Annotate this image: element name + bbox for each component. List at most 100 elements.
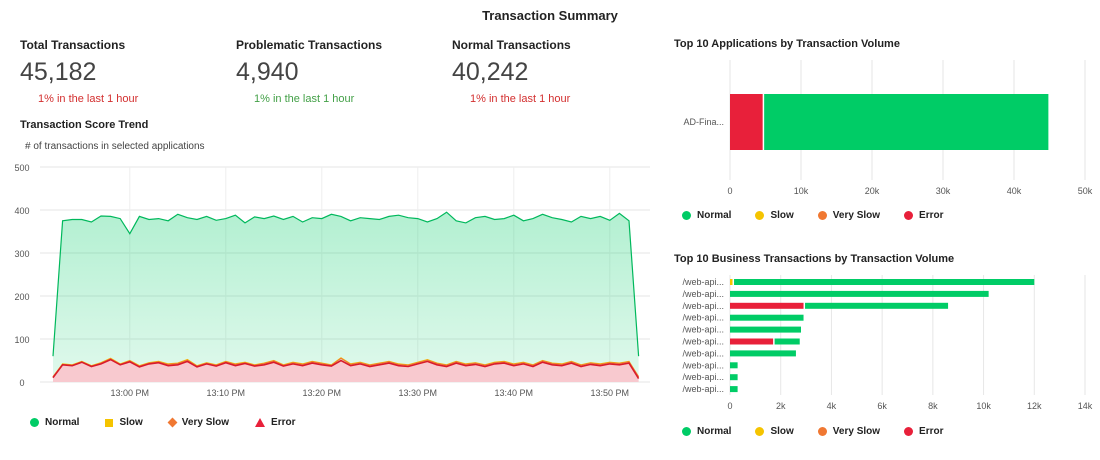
- bar-slow: [730, 279, 733, 285]
- circle-icon: [904, 427, 914, 436]
- legend-very-slow[interactable]: Very Slow: [817, 210, 881, 221]
- x-tick-label: 6k: [877, 401, 887, 411]
- legend-error[interactable]: Error: [255, 417, 296, 428]
- category-label: /web-api...: [682, 301, 724, 311]
- x-tick-label: 20k: [865, 186, 880, 196]
- bar-error: [730, 338, 774, 345]
- apps-chart: 0 10k 20k 30k 40k 50k AD-Fina...: [683, 60, 1093, 196]
- apps-title: Top 10 Applications by Transaction Volum…: [674, 38, 900, 50]
- x-tick-label: 10k: [794, 186, 809, 196]
- x-tick-label: 10k: [976, 401, 991, 411]
- x-tick-label: 13:50 PM: [591, 388, 630, 398]
- trend-legend: Normal Slow Very Slow Error: [30, 417, 296, 428]
- trend-chart: 0 100 200 300 400 500 13:00 PM 13:10 PM 13:20 PM…: [14, 163, 650, 398]
- category-label: /web-api...: [682, 348, 724, 358]
- bar-error: [730, 94, 763, 150]
- legend-label: Slow: [770, 210, 794, 221]
- kpi-delta: 1% in the last 1 hour: [38, 93, 139, 105]
- circle-icon: [682, 427, 691, 436]
- bar-normal: [730, 386, 738, 393]
- kpi-value: 40,242: [452, 58, 529, 86]
- circle-icon: [817, 427, 827, 436]
- legend-label: Slow: [119, 417, 143, 428]
- bar-normal: [764, 94, 1049, 150]
- y-tick-label: 500: [14, 163, 29, 173]
- x-tick-label: 50k: [1078, 186, 1093, 196]
- triangle-icon: [255, 418, 266, 427]
- apps-legend: Normal Slow Very Slow Error: [682, 210, 944, 221]
- legend-label: Error: [271, 417, 296, 428]
- legend-slow[interactable]: Slow: [755, 210, 794, 221]
- legend-error[interactable]: Error: [904, 426, 944, 437]
- x-tick-label: 13:20 PM: [303, 388, 342, 398]
- kpi-label: Problematic Transactions: [236, 38, 383, 52]
- circle-icon: [904, 211, 914, 220]
- circle-icon: [30, 418, 39, 427]
- category-label: /web-api...: [682, 313, 724, 323]
- legend-label: Normal: [697, 210, 732, 221]
- x-tick-label: 13:10 PM: [207, 388, 246, 398]
- diamond-icon: [167, 417, 178, 428]
- legend-label: Error: [919, 210, 944, 221]
- kpi-value: 4,940: [236, 58, 299, 86]
- business-title: Top 10 Business Transactions by Transact…: [674, 253, 955, 265]
- x-tick-label: 2k: [776, 401, 786, 411]
- category-label: /web-api...: [682, 337, 724, 347]
- category-label: /web-api...: [682, 325, 724, 335]
- legend-label: Error: [919, 426, 944, 437]
- x-tick-label: 8k: [928, 401, 938, 411]
- normal-area: [53, 212, 639, 382]
- trend-subtitle: # of transactions in selected applicatio…: [25, 141, 205, 152]
- y-tick-label: 100: [14, 335, 29, 345]
- circle-icon: [817, 211, 827, 220]
- category-label: /web-api...: [682, 289, 724, 299]
- very-slow-line: [52, 357, 640, 378]
- y-tick-label: 300: [14, 249, 29, 259]
- bar-error: [730, 302, 804, 309]
- legend-label: Very Slow: [832, 426, 881, 437]
- kpi-problematic: Problematic Transactions 4,940 1% in the…: [236, 38, 382, 105]
- error-line: [52, 358, 640, 380]
- circle-icon: [682, 211, 691, 220]
- x-tick-label: 13:30 PM: [399, 388, 438, 398]
- bar-normal: [774, 338, 800, 345]
- legend-normal[interactable]: Normal: [682, 426, 731, 437]
- legend-error[interactable]: Error: [904, 210, 944, 221]
- kpi-delta: 1% in the last 1 hour: [470, 93, 571, 105]
- bar-normal: [734, 279, 1035, 285]
- x-tick-label: 13:40 PM: [495, 388, 534, 398]
- legend-label: Normal: [697, 426, 732, 437]
- kpi-total: Total Transactions 45,182 1% in the last…: [20, 38, 138, 105]
- business-chart: 0 2k 4k 6k 8k 10k 12k 14k/web-api.../web-api...…: [682, 275, 1093, 411]
- bar-normal: [730, 362, 738, 369]
- legend-normal[interactable]: Normal: [682, 210, 731, 221]
- legend-very-slow[interactable]: Very Slow: [167, 417, 230, 428]
- x-tick-label: 14k: [1078, 401, 1093, 411]
- x-tick-label: 12k: [1027, 401, 1042, 411]
- legend-normal[interactable]: Normal: [30, 417, 79, 428]
- bar-normal: [730, 326, 801, 333]
- x-tick-label: 4k: [827, 401, 837, 411]
- kpi-value: 45,182: [20, 58, 97, 86]
- legend-label: Very Slow: [832, 210, 881, 221]
- bar-normal: [730, 374, 738, 381]
- y-tick-label: 200: [14, 292, 29, 302]
- bar-normal: [805, 302, 949, 309]
- legend-very-slow[interactable]: Very Slow: [817, 426, 881, 437]
- x-tick-label: 0: [727, 186, 732, 196]
- legend-label: Slow: [770, 426, 794, 437]
- legend-label: Very Slow: [181, 417, 230, 428]
- y-tick-label: 400: [14, 206, 29, 216]
- bar-normal: [730, 350, 796, 357]
- legend-slow[interactable]: Slow: [755, 426, 794, 437]
- page-title: Transaction Summary: [482, 8, 618, 23]
- y-tick-label: 0: [19, 378, 24, 388]
- kpi-label: Total Transactions: [20, 38, 126, 52]
- kpi-label: Normal Transactions: [452, 38, 571, 52]
- category-label: /web-api...: [682, 372, 724, 382]
- kpi-delta: 1% in the last 1 hour: [254, 93, 355, 105]
- normal-line: [52, 211, 640, 357]
- x-tick-label: 0: [727, 401, 732, 411]
- legend-slow[interactable]: Slow: [105, 417, 143, 428]
- bar-normal: [730, 290, 989, 297]
